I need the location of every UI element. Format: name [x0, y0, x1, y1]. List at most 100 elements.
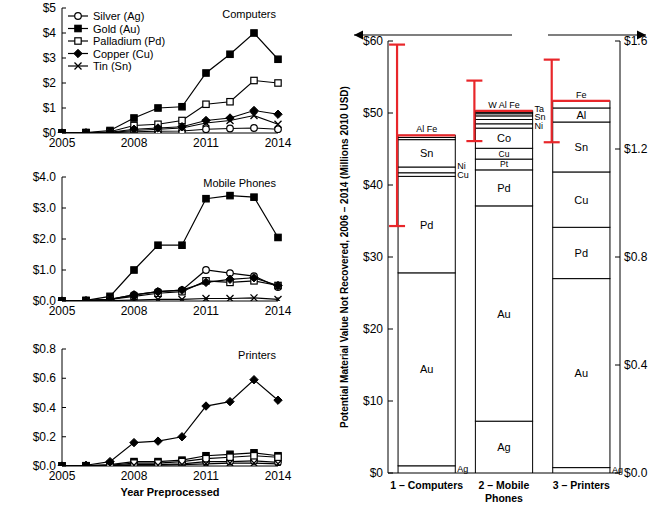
data-point	[131, 462, 138, 466]
segment-label: Fe	[507, 100, 520, 110]
y2-tick-label: $0.8	[624, 250, 648, 264]
data-point	[203, 295, 210, 301]
data-point	[59, 130, 65, 133]
y-tick	[62, 239, 66, 240]
data-point	[202, 278, 210, 286]
data-point	[106, 457, 114, 465]
bar-segment	[475, 124, 532, 128]
data-point	[227, 99, 233, 105]
legend-marker	[75, 25, 81, 31]
y-axis	[62, 8, 63, 133]
y-tick-label: $0.6	[33, 371, 57, 385]
data-point	[179, 125, 186, 132]
data-point	[130, 438, 138, 446]
data-point	[58, 297, 66, 301]
data-point	[251, 294, 258, 301]
y-tick-label: $5	[43, 1, 57, 15]
data-point	[82, 461, 90, 466]
data-point	[227, 295, 234, 301]
data-point	[83, 298, 90, 302]
y-tick-label: $3	[43, 51, 57, 65]
category-label: 2 – MobilePhones	[479, 479, 530, 504]
data-point	[203, 70, 209, 76]
x-tick-label: 2011	[193, 136, 219, 150]
y2-tick-label: $0.0	[624, 466, 648, 480]
y-tick	[388, 329, 393, 330]
arrow-head	[354, 31, 363, 40]
data-point	[251, 125, 258, 132]
data-point	[274, 110, 282, 118]
y-tick	[62, 8, 66, 9]
x-tick-label: 2008	[121, 469, 148, 483]
bar-segment	[475, 128, 532, 148]
error-bar	[396, 45, 398, 226]
bar-segment	[398, 273, 455, 466]
bar-segment	[553, 227, 610, 278]
data-point	[58, 129, 66, 133]
segment-label: Al	[416, 124, 424, 134]
segment-label: Pd	[497, 182, 510, 194]
y-tick-label: $60	[363, 34, 383, 48]
data-point	[275, 454, 281, 460]
category-label: 1 – Computers	[390, 479, 463, 491]
y-tick-label: $0.8	[33, 342, 57, 356]
data-point	[251, 460, 258, 466]
series-line	[62, 278, 278, 301]
x-tick-label: 2011	[193, 304, 219, 318]
data-point	[226, 397, 234, 405]
bar-segment	[398, 176, 455, 272]
bar-segment	[475, 111, 532, 112]
data-point	[106, 128, 114, 133]
panel-title: Computers	[222, 8, 276, 20]
error-cap	[466, 140, 482, 142]
data-point	[82, 129, 90, 133]
line-panel: $0.0$1.0$2.0$3.0$4.02005200820112014Mobi…	[33, 170, 292, 318]
data-point	[59, 130, 65, 133]
bar-segment	[553, 101, 610, 108]
y-tick-label: $0	[370, 466, 384, 480]
y-tick	[62, 407, 66, 408]
data-point	[107, 129, 114, 133]
total-line	[398, 134, 455, 136]
data-point	[131, 267, 137, 273]
segment-label: Ta	[535, 104, 545, 114]
data-point	[59, 298, 66, 302]
y-tick-label: $4.0	[33, 170, 57, 184]
legend-marker	[75, 13, 82, 20]
segment-label: Pd	[575, 247, 588, 259]
y-axis-label: Potential Material Value Not Recovered, …	[339, 86, 350, 428]
y-tick-label: $30	[363, 250, 383, 264]
x-tick-label: 2014	[265, 469, 292, 483]
error-cap	[466, 79, 482, 81]
data-point	[275, 56, 281, 62]
data-point	[202, 402, 210, 410]
data-point	[130, 125, 138, 133]
x-tick-label: 2005	[49, 136, 76, 150]
error-bar	[473, 81, 475, 141]
data-point	[274, 396, 282, 404]
segment-label: Au	[497, 308, 510, 320]
bar-segment	[475, 421, 532, 473]
x-tick-label: 2014	[265, 136, 292, 150]
x-tick-label: 2008	[121, 136, 148, 150]
series-group	[58, 376, 282, 466]
data-point	[155, 462, 162, 466]
data-point	[275, 234, 281, 240]
segment-label: Ag	[612, 465, 623, 475]
x-tick-label: 2005	[49, 469, 76, 483]
series-line	[62, 116, 278, 134]
data-point	[275, 80, 281, 86]
y-tick	[62, 83, 66, 84]
data-point	[131, 115, 137, 121]
data-point	[203, 460, 210, 466]
data-point	[227, 117, 234, 124]
segment-label: Au	[575, 367, 588, 379]
y2-tick	[615, 365, 620, 366]
bar-segment	[553, 108, 610, 122]
x-axis-label: Year Preprocessed	[120, 486, 219, 498]
data-point	[59, 130, 66, 134]
bar-segment	[398, 135, 455, 137]
data-point	[227, 460, 234, 466]
bar-segment	[398, 173, 455, 177]
y-tick-label: $50	[363, 106, 383, 120]
